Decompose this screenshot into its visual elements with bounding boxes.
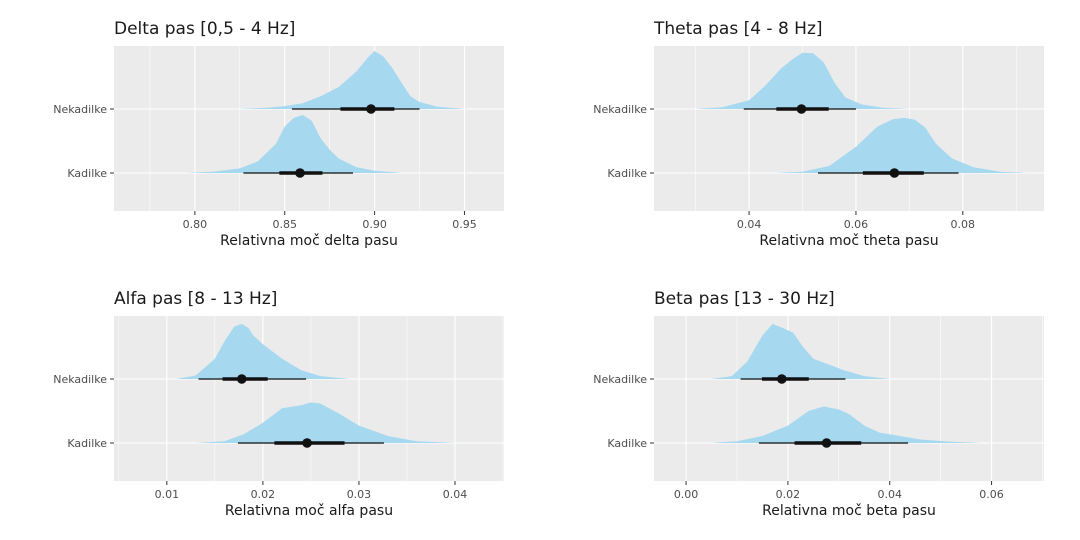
panel-title: Theta pas [4 - 8 Hz]	[653, 19, 823, 39]
y-tick-label: Kadilke	[607, 437, 647, 450]
y-tick-label: Nekadilke	[593, 103, 647, 116]
x-tick-label: 0.08	[951, 218, 976, 231]
median-point-nekadilke	[366, 104, 376, 114]
median-point-nekadilke	[236, 374, 247, 384]
interval-layer	[740, 374, 909, 448]
median-point-kadilke	[889, 168, 900, 178]
x-tick-label: 0.01	[155, 488, 180, 501]
density-nekadilke	[239, 51, 465, 109]
panel-background	[654, 46, 1044, 211]
x-tick-label: 0.95	[452, 218, 477, 231]
median-point-kadilke	[821, 438, 832, 448]
panel-background	[654, 316, 1044, 481]
x-tick-label: 0.02	[776, 488, 801, 501]
density-nekadilke	[695, 52, 910, 109]
density-layer	[185, 51, 465, 173]
x-tick-label: 0.90	[362, 218, 387, 231]
y-tick-label: Nekadilke	[53, 103, 107, 116]
y-tick-label: Nekadilke	[53, 373, 107, 386]
panel-title: Delta pas [0,5 - 4 Hz]	[114, 19, 295, 39]
panel-background	[114, 316, 504, 481]
x-axis-title: Relativna moč alfa pasu	[225, 503, 393, 519]
x-axis-title: Relativna moč beta pasu	[762, 503, 936, 519]
panel-delta: Delta pas [0,5 - 4 Hz] 0.80 0.85 0.90 0.95 N…	[53, 19, 504, 249]
density-nekadilke	[711, 323, 890, 379]
x-tick-label: 0.80	[183, 218, 208, 231]
tick-layer: 0.01 0.02 0.03 0.04 Nekadilke Kadilke	[53, 373, 467, 501]
x-tick-label: 0.03	[347, 488, 372, 501]
panel-alfa: Alfa pas [8 - 13 Hz] 0.01 0.02 0.03 0.04 Nek…	[53, 289, 504, 519]
density-nekadilke	[176, 323, 350, 379]
interval-layer	[743, 104, 959, 178]
x-tick-label: 0.85	[272, 218, 297, 231]
density-kadilke	[711, 406, 982, 443]
density-layer	[176, 323, 455, 443]
median-point-nekadilke	[796, 104, 807, 114]
x-tick-label: 0.06	[844, 218, 869, 231]
density-kadilke	[195, 402, 455, 443]
y-tick-label: Kadilke	[607, 167, 647, 180]
median-point-nekadilke	[776, 374, 787, 384]
median-point-kadilke	[295, 168, 305, 178]
x-tick-label: 0.02	[251, 488, 276, 501]
panel-theta: Theta pas [4 - 8 Hz] 0.04 0.06 0.08 Nekadil…	[593, 19, 1044, 249]
median-point-kadilke	[302, 438, 312, 448]
panel-title: Alfa pas [8 - 13 Hz]	[114, 289, 277, 309]
x-tick-label: 0.00	[674, 488, 699, 501]
x-tick-label: 0.04	[443, 488, 468, 501]
density-layer	[695, 52, 1027, 173]
tick-layer: 0.04 0.06 0.08 Nekadilke Kadilke	[593, 103, 975, 231]
density-kadilke	[185, 115, 402, 173]
density-layer	[711, 323, 982, 443]
interval-layer	[243, 104, 420, 178]
y-tick-label: Nekadilke	[593, 373, 647, 386]
x-tick-label: 0.04	[737, 218, 762, 231]
x-tick-label: 0.04	[877, 488, 902, 501]
tick-layer: 0.80 0.85 0.90 0.95 Nekadilke Kadilke	[53, 103, 476, 231]
interval-layer	[198, 374, 384, 448]
y-tick-label: Kadilke	[67, 437, 107, 450]
x-tick-label: 0.06	[979, 488, 1004, 501]
y-tick-label: Kadilke	[67, 167, 107, 180]
panel-title: Beta pas [13 - 30 Hz]	[654, 289, 835, 309]
panel-beta: Beta pas [13 - 30 Hz] 0.00 0.02 0.04 0.06 Ne…	[593, 289, 1044, 519]
x-axis-title: Relativna moč delta pasu	[220, 233, 398, 249]
density-kadilke	[775, 117, 1027, 173]
tick-layer: 0.00 0.02 0.04 0.06 Nekadilke Kadilke	[593, 373, 1004, 501]
x-axis-title: Relativna moč theta pasu	[759, 233, 938, 249]
